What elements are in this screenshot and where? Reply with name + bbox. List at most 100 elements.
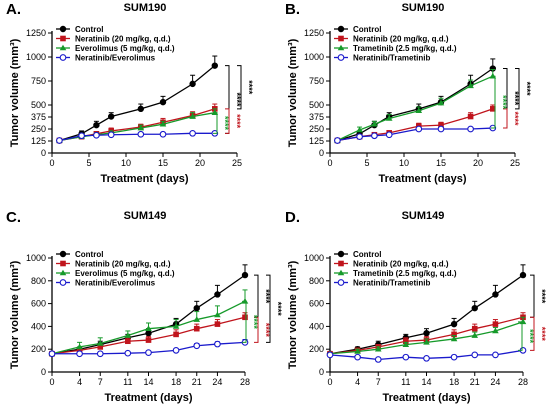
significance-stars: **** [244,80,254,95]
legend-swatch-marker [338,260,344,267]
significance-bracket: **** [213,112,230,134]
data-point [374,356,382,363]
data-point [467,82,474,89]
x-tick-label: 0 [327,377,332,387]
legend-swatch-marker [59,44,67,51]
data-point [159,120,167,127]
x-axis-title: Treatment (days) [378,173,466,185]
data-point [242,314,248,321]
x-tick-label: 15 [436,158,446,168]
data-point [492,327,499,334]
data-point [356,133,363,141]
data-point [76,347,83,354]
x-tick-label: 18 [449,377,459,387]
x-tick-label: 5 [86,158,91,168]
bracket-line [266,274,271,343]
y-tick-label: 800 [309,276,324,286]
legend-label: Trametinib (2.5 mg/kg, q.d.) [353,44,457,53]
significance-stars: **** [525,329,535,344]
significance-stars: **** [537,327,547,342]
data-point [471,332,479,338]
bracket-line [530,316,535,351]
data-point [214,311,221,318]
x-tick-label: 10 [121,158,131,168]
chart-panel-4: D. SUM149 0 4 7 11 14 18 21 24 28 0 200 400 600 800 1000… [285,209,547,404]
significance-bracket: **** [530,274,547,318]
x-axis-title: Treatment (days) [104,392,192,404]
x-tick-label: 4 [355,377,360,387]
x-tick-label: 14 [421,377,431,387]
significance-bracket: **** [518,321,535,351]
y-tick-label: 1250 [26,28,46,38]
data-point [403,338,409,345]
legend-label: Control [75,25,103,34]
data-point [492,351,499,359]
x-axis-title: Treatment (days) [382,392,470,404]
legend-swatch-marker [59,269,67,276]
y-tick-label: 400 [31,321,46,331]
y-tick-label: 375 [309,112,324,122]
data-point [450,320,458,328]
x-tick-label: 25 [510,158,520,168]
legend-label: Control [353,250,381,259]
significance-stars: **** [273,302,283,317]
panel-letter: A. [6,1,21,18]
data-point [189,113,196,119]
y-tick-label: 1000 [304,253,324,263]
data-point [371,120,378,127]
data-point [437,125,445,133]
significance-stars: **** [261,323,271,338]
y-tick-label: 0 [41,148,46,158]
chart-panel-3: C. SUM149 0 4 7 11 14 18 21 24 28 0 200 400 600 800 1000… [6,209,283,404]
x-axis-title: Treatment (days) [100,173,188,185]
data-point [145,325,152,331]
series-line [337,75,494,142]
data-point [519,271,527,279]
legend-swatch-marker [337,25,345,33]
y-tick-label: 1000 [26,52,46,62]
y-axis-title: Tumor volume (mm³) [287,38,299,147]
data-point [356,126,363,133]
data-point [385,131,393,139]
data-point [374,345,382,352]
series-2 [49,312,248,357]
y-tick-label: 500 [31,100,46,110]
x-tick-label: 25 [232,158,242,168]
data-point [402,353,410,361]
bracket-line [213,112,218,134]
data-point [354,348,361,354]
x-tick-label: 11 [123,377,132,387]
data-point [172,346,180,354]
data-point [189,80,196,88]
data-point [241,271,249,279]
data-point [492,291,499,298]
bracket-line [254,316,259,343]
bracket-line [242,300,247,343]
panel-title: SUM149 [124,210,167,222]
significance-bracket: **** [503,108,520,129]
x-tick-label: 0 [49,158,54,168]
x-tick-label: 21 [470,377,480,387]
significance-stars: **** [498,95,508,110]
data-point [145,337,152,343]
bracket-line [225,108,230,134]
data-point [124,332,132,338]
x-tick-label: 4 [77,377,82,387]
legend-swatch-marker [60,260,66,267]
data-point [56,137,63,144]
data-point [415,125,423,133]
data-point [193,342,201,350]
y-tick-label: 1000 [26,253,46,263]
legend-label: Neratinib (20 mg/kg, q.d.) [353,35,449,44]
data-point [124,349,132,357]
panel-title: SUM149 [402,210,445,222]
x-tick-label: 24 [212,377,222,387]
data-point [137,130,145,138]
y-axis-title: Tumor volume (mm³) [287,260,299,369]
series-3 [326,316,527,357]
significance-stars: **** [220,116,230,131]
